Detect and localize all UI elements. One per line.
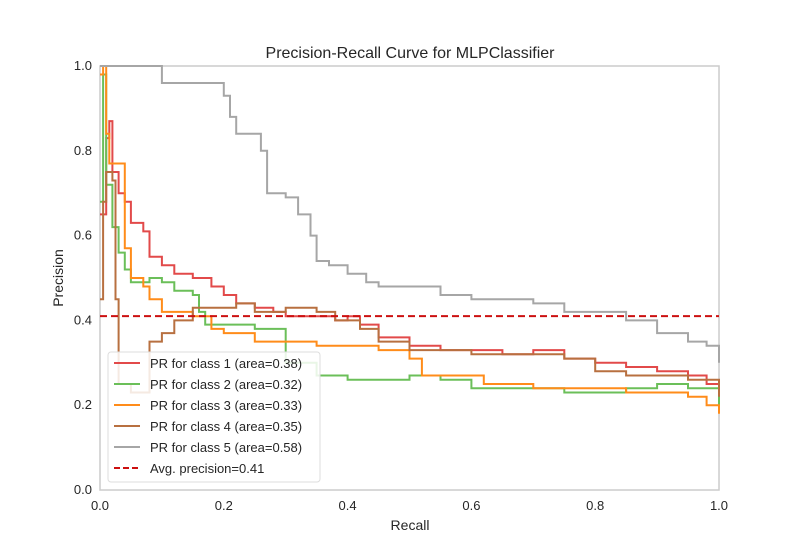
series-line-class-3: [100, 65, 720, 414]
x-axis-label: Recall: [391, 517, 430, 533]
x-axis: 0.0 0.2 0.4 0.6 0.8 1.0: [91, 498, 728, 513]
legend-label: PR for class 1 (area=0.38): [150, 356, 302, 371]
x-tick-label: 0.0: [91, 498, 109, 513]
y-tick-label: 0.6: [74, 228, 92, 243]
y-axis-label: Precision: [50, 249, 66, 307]
x-tick-label: 0.4: [339, 498, 357, 513]
x-tick-label: 0.2: [215, 498, 233, 513]
y-tick-label: 0.4: [74, 312, 92, 327]
x-tick-label: 0.6: [462, 498, 480, 513]
legend-label: PR for class 4 (area=0.35): [150, 419, 302, 434]
y-tick-label: 0.0: [74, 482, 92, 497]
series-lines: [100, 65, 720, 414]
y-tick-label: 0.8: [74, 143, 92, 158]
legend-label: PR for class 5 (area=0.58): [150, 440, 302, 455]
legend-box: [107, 351, 321, 483]
x-tick-label: 1.0: [710, 498, 728, 513]
y-tick-label: 0.2: [74, 397, 92, 412]
series-line-class-2: [100, 73, 720, 410]
chart-title: Precision-Recall Curve for MLPClassifier: [266, 45, 556, 62]
series-line-class-4: [100, 171, 720, 397]
series-line-class-5: [100, 65, 720, 363]
x-tick-label: 0.8: [586, 498, 604, 513]
y-axis: 0.0 0.2 0.4 0.6 0.8 1.0: [74, 58, 92, 497]
y-tick-label: 1.0: [74, 58, 92, 73]
legend-label: Avg. precision=0.41: [150, 461, 264, 476]
legend-label: PR for class 2 (area=0.32): [150, 377, 302, 392]
legend-label: PR for class 3 (area=0.33): [150, 398, 302, 413]
legend: PR for class 1 (area=0.38) PR for class 2…: [107, 351, 321, 483]
